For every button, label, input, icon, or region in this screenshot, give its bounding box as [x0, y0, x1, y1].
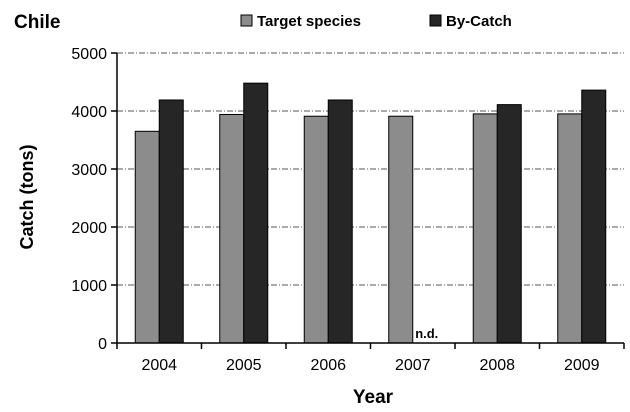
bar-target-species-2004 — [134, 130, 160, 344]
y-tick-label: 2000 — [71, 220, 107, 237]
bar-target-species-2005 — [219, 113, 245, 344]
bar-by-catch-2004 — [158, 99, 184, 344]
bar-by-catch-2006 — [327, 99, 353, 344]
legend-swatch-target-species — [240, 14, 253, 27]
bar-target-species-2007 — [388, 115, 414, 344]
y-tick-label: 5000 — [71, 46, 107, 63]
legend-label-target-species: Target species — [257, 13, 361, 30]
bar-target-species-2006 — [303, 115, 329, 344]
bar-by-catch-2008 — [496, 104, 522, 344]
chart-title: Chile — [14, 12, 60, 33]
bar-by-catch-2009 — [581, 89, 607, 344]
legend-label-by-catch: By-Catch — [446, 13, 512, 30]
annotations: n.d. — [415, 326, 438, 341]
y-tick-label: 3000 — [71, 162, 107, 179]
y-tick-label: 4000 — [71, 104, 107, 121]
bar-target-species-2008 — [472, 113, 498, 344]
annotation-no-data: n.d. — [415, 326, 438, 341]
x-tick-label: 2005 — [226, 357, 262, 374]
x-tick-label: 2008 — [479, 357, 515, 374]
y-tick-label: 1000 — [71, 278, 107, 295]
x-tick-label: 2009 — [564, 357, 600, 374]
bar-target-species-2009 — [557, 113, 583, 344]
legend-swatch-by-catch — [429, 14, 442, 27]
x-tick-label: 2007 — [395, 357, 431, 374]
x-tick-label: 2004 — [141, 357, 177, 374]
x-tick-label: 2006 — [310, 357, 346, 374]
y-axis-label: Catch (tons) — [17, 145, 37, 250]
bars — [134, 82, 607, 344]
legend: Target species By-Catch — [240, 13, 512, 30]
y-tick-labels: 0 1000 2000 3000 4000 5000 — [71, 46, 107, 353]
gridlines — [117, 52, 624, 286]
bar-by-catch-2005 — [243, 82, 269, 344]
y-tick-label: 0 — [98, 336, 107, 353]
axes — [111, 52, 625, 349]
x-tick-labels: 2004 2005 2006 2007 2008 2009 — [141, 357, 599, 374]
x-axis-label: Year — [353, 387, 394, 407]
